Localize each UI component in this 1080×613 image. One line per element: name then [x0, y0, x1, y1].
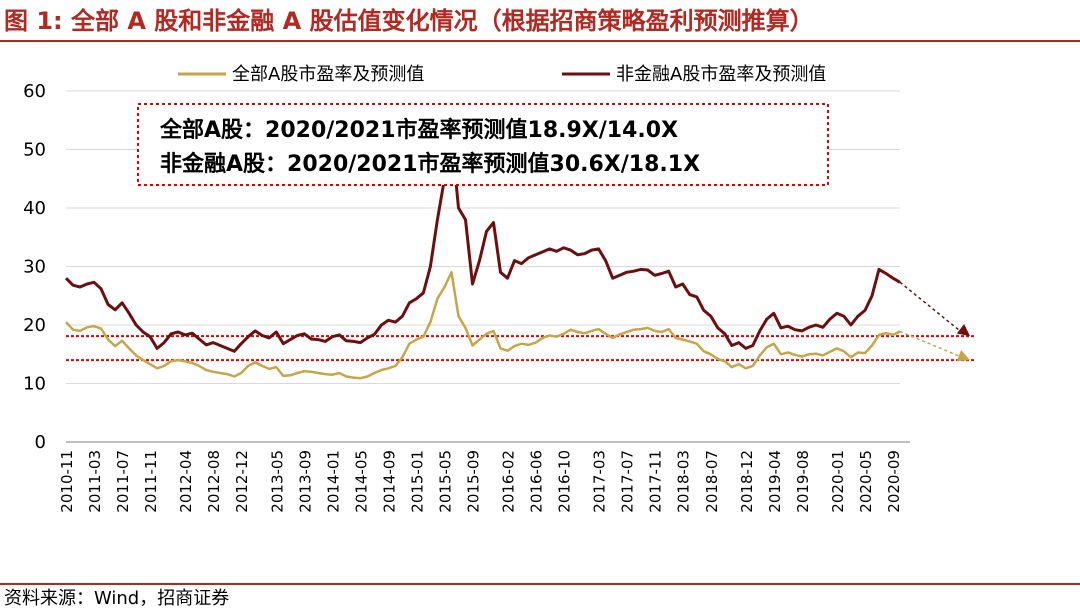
annotation-line-1: 全部A股：2020/2021市盈率预测值18.9X/14.0X [159, 117, 678, 143]
x-tick-label: 2011-11 [142, 450, 160, 513]
annotation-line-2: 非金融A股：2020/2021市盈率预测值30.6X/18.1X [160, 151, 700, 177]
reference-lines [66, 335, 975, 362]
x-tick-label: 2012-12 [233, 450, 251, 513]
x-tick-label: 2015-09 [464, 450, 482, 513]
x-tick-label: 2017-07 [619, 450, 637, 513]
y-tick-label: 50 [23, 140, 46, 161]
y-tick-label: 30 [23, 257, 46, 278]
pe-line-chart: 0 10 20 30 40 50 60 2010-11 2011-03 2011-07 2011-… [23, 64, 975, 513]
x-tick-label: 2011-07 [114, 450, 132, 513]
x-tick-label: 2020-09 [885, 450, 903, 513]
title-rule [0, 40, 1080, 42]
x-tick-label: 2010-11 [58, 450, 76, 513]
y-tick-label: 0 [35, 432, 46, 453]
legend: 全部A股市盈率及预测值 非金融A股市盈率及预测值 [178, 64, 826, 85]
forecast-arrow-head [956, 324, 970, 337]
x-tick-label: 2013-09 [296, 450, 314, 513]
forecast-arrow-line [899, 281, 965, 335]
y-tick-label: 60 [23, 81, 46, 102]
annotation-box [137, 103, 829, 186]
chart-title: 图 1: 全部 A 股和非金融 A 股估值变化情况（根据招商策略盈利预测推算） [4, 7, 814, 35]
x-axis-ticks: 2010-11 2011-03 2011-07 2011-11 2012-04 2012-… [58, 450, 903, 513]
x-tick-label: 2014-09 [380, 450, 398, 513]
y-tick-label: 40 [23, 198, 46, 219]
series-line-non-fin [64, 133, 901, 353]
legend-label-non-fin: 非金融A股市盈率及预测值 [616, 64, 826, 85]
x-tick-label: 2018-07 [703, 450, 721, 513]
series-line-all-a [65, 271, 901, 380]
source-rule [0, 583, 1080, 585]
source-note: 资料来源：Wind，招商证券 [4, 588, 230, 609]
x-tick-label: 2012-04 [177, 450, 195, 513]
x-tick-label: 2019-08 [794, 450, 812, 513]
x-tick-label: 2016-10 [556, 450, 574, 513]
x-tick-label: 2016-02 [500, 450, 518, 513]
series-group [64, 133, 901, 380]
x-tick-label: 2018-03 [675, 450, 693, 513]
legend-label-all-a: 全部A股市盈率及预测值 [232, 64, 424, 85]
x-tick-label: 2020-01 [829, 450, 847, 513]
x-tick-label: 2014-01 [324, 450, 342, 513]
forecast-arrow-head [956, 350, 970, 362]
x-tick-label: 2017-03 [591, 450, 609, 513]
x-tick-label: 2013-05 [268, 450, 286, 513]
x-tick-label: 2015-01 [408, 450, 426, 513]
forecast-arrows [899, 281, 970, 362]
x-tick-label: 2014-05 [352, 450, 370, 513]
y-axis-ticks: 0 10 20 30 40 50 60 [23, 81, 46, 453]
x-tick-label: 2016-06 [528, 450, 546, 513]
x-tick-label: 2017-11 [647, 450, 665, 513]
x-tick-label: 2015-05 [436, 450, 454, 513]
y-tick-label: 20 [23, 315, 46, 336]
y-tick-label: 10 [23, 374, 46, 395]
x-tick-label: 2012-08 [205, 450, 223, 513]
x-tick-label: 2011-03 [86, 450, 104, 513]
x-tick-label: 2020-05 [857, 450, 875, 513]
x-tick-label: 2019-04 [766, 450, 784, 513]
x-tick-label: 2018-12 [738, 450, 756, 513]
